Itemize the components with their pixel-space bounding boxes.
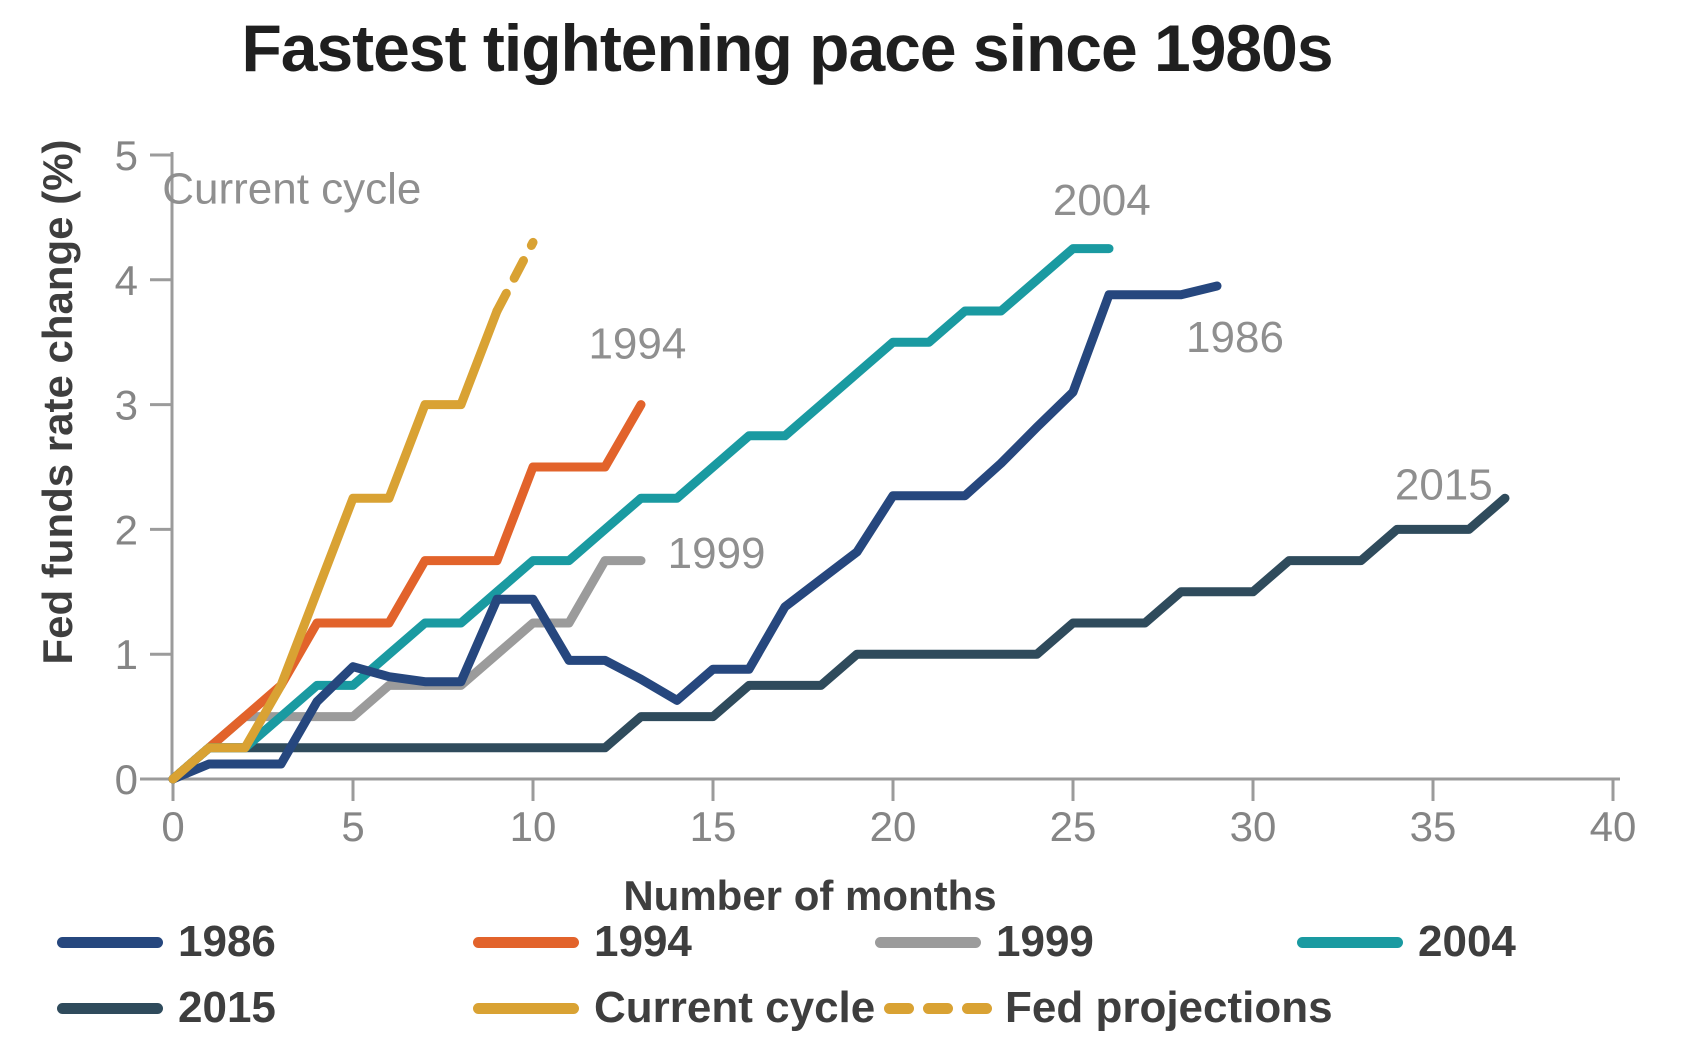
x-tick-label: 5 — [341, 803, 364, 850]
x-tick-label: 40 — [1590, 803, 1637, 850]
legend-dash — [962, 1003, 992, 1014]
x-tick-label: 10 — [510, 803, 557, 850]
series-line-1986 — [168, 281, 1222, 784]
legend-label-fed-projections: Fed projections — [1005, 983, 1333, 1032]
legend-label-1994: 1994 — [594, 917, 692, 966]
x-tick-label: 35 — [1410, 803, 1457, 850]
legend-label-current-cycle: Current cycle — [594, 983, 876, 1032]
annotation-1994: 1994 — [588, 319, 686, 368]
y-tick-label: 2 — [115, 506, 138, 553]
chart-title: Fastest tightening pace since 1980s — [241, 11, 1333, 85]
legend-dash — [923, 1003, 953, 1014]
y-tick-label: 5 — [115, 132, 138, 179]
legend-swatch-current-cycle — [473, 1003, 579, 1014]
series-line-current-cycle — [168, 306, 502, 784]
legend-dash — [884, 1003, 914, 1014]
series-line-1994 — [168, 400, 646, 784]
series-line-2015 — [168, 493, 1510, 784]
legend-swatch-2004 — [1297, 937, 1403, 948]
legend-swatch-fed-projections — [884, 1003, 992, 1014]
x-tick-label: 20 — [870, 803, 917, 850]
legend-label-2015: 2015 — [178, 983, 276, 1032]
legend-label-2004: 2004 — [1418, 917, 1516, 966]
annotation-1986: 1986 — [1186, 313, 1284, 362]
x-tick-label: 0 — [161, 803, 184, 850]
y-tick-label: 0 — [115, 756, 138, 803]
annotation-1999: 1999 — [668, 529, 766, 578]
x-tick-label: 25 — [1050, 803, 1097, 850]
annotation-2004: 2004 — [1053, 176, 1151, 225]
series-line-fed-projections — [492, 237, 538, 316]
x-axis-title: Number of months — [623, 872, 997, 919]
legend-label-1999: 1999 — [996, 917, 1094, 966]
annotation-2015: 2015 — [1395, 460, 1493, 509]
x-tick-label: 30 — [1230, 803, 1277, 850]
y-tick-label: 1 — [115, 631, 138, 678]
annotation-current-cycle: Current cycle — [162, 165, 421, 214]
y-tick-label: 3 — [115, 382, 138, 429]
x-tick-label: 15 — [690, 803, 737, 850]
legend-swatch-1986 — [57, 937, 163, 948]
legend-label-1986: 1986 — [178, 917, 276, 966]
legend-swatch-1999 — [875, 937, 981, 948]
y-axis-title: Fed funds rate change (%) — [34, 139, 81, 665]
y-tick-label: 4 — [115, 257, 138, 304]
legend-swatch-1994 — [473, 937, 579, 948]
legend-swatch-2015 — [57, 1003, 163, 1014]
